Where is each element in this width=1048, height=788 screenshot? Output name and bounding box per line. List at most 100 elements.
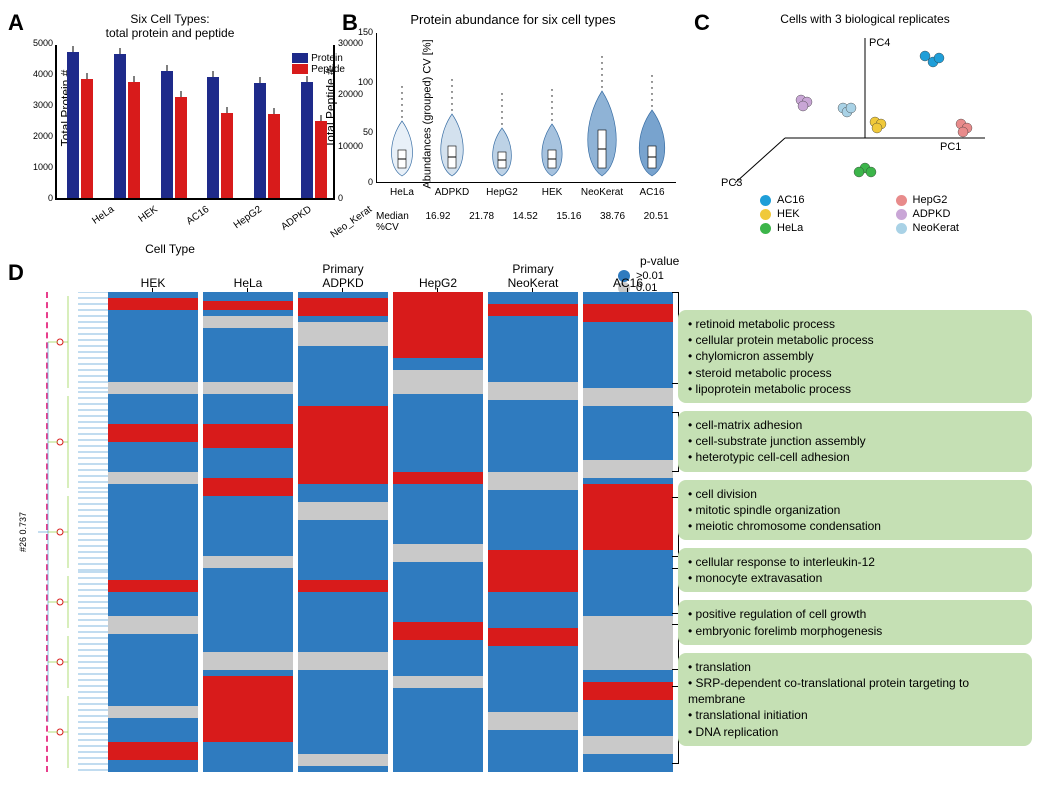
pca-svg: PC1 PC4 PC3 xyxy=(715,28,1015,188)
xlabel: HeLa xyxy=(377,187,427,198)
median-cv-val: 38.76 xyxy=(591,211,635,233)
axis-pc4: PC4 xyxy=(869,37,890,49)
go-term: translation xyxy=(688,659,1022,675)
pval-title: p-value xyxy=(640,254,679,268)
bar-protein xyxy=(207,77,219,198)
bar-protein xyxy=(254,83,266,198)
go-term: SRP-dependent co-translational protein t… xyxy=(688,675,1022,707)
pca-point xyxy=(846,103,856,113)
panel-d: p-value >0.010.01<0.01 #26 0.737 retinoi… xyxy=(8,262,1040,780)
go-term: lipoprotein metabolic process xyxy=(688,381,1022,397)
ytick: 100 xyxy=(351,77,373,87)
bar-peptide xyxy=(81,79,93,198)
go-term: chylomicron assembly xyxy=(688,348,1022,364)
median-cv-val: 15.16 xyxy=(547,211,591,233)
ytick-left: 3000 xyxy=(27,100,53,110)
xlabel: HepG2 xyxy=(232,204,264,231)
legend-item: HeLa xyxy=(760,222,876,234)
go-term-boxes: retinoid metabolic processcellular prote… xyxy=(678,310,1032,746)
bar-protein xyxy=(301,82,313,198)
figure-root: A Six Cell Types: total protein and pept… xyxy=(0,0,1048,788)
panel-a-title-l2: total protein and peptide xyxy=(106,26,235,40)
go-term: meiotic chromosome condensation xyxy=(688,518,1022,534)
violin xyxy=(377,32,427,182)
legend-item: ADPKD xyxy=(896,208,1030,220)
go-box: cell-matrix adhesioncell-substrate junct… xyxy=(678,411,1032,472)
go-term: heterotypic cell-cell adhesion xyxy=(688,449,1022,465)
ytick-left: 5000 xyxy=(27,38,53,48)
bar-peptide xyxy=(175,97,187,198)
go-term: cellular response to interleukin-12 xyxy=(688,554,1022,570)
bar-peptide xyxy=(128,82,140,198)
go-term: DNA replication xyxy=(688,724,1022,740)
panel-b-title: Protein abundance for six cell types xyxy=(348,12,678,27)
violin xyxy=(627,32,677,182)
violin xyxy=(577,32,627,182)
heatmap-column xyxy=(393,292,483,772)
go-term: embryonic forelimb morphogenesis xyxy=(688,623,1022,639)
bar-peptide xyxy=(221,113,233,198)
go-box: translationSRP-dependent co-translationa… xyxy=(678,653,1032,746)
panel-a-chart: Total Protein # Total Peptide # Protein … xyxy=(55,45,335,200)
bar-protein xyxy=(161,71,173,198)
go-term: cell-matrix adhesion xyxy=(688,417,1022,433)
go-term: cellular protein metabolic process xyxy=(688,332,1022,348)
dendro-svg xyxy=(8,292,108,772)
pca-point xyxy=(934,53,944,63)
violin xyxy=(477,32,527,182)
pca-point xyxy=(854,167,864,177)
go-box: positive regulation of cell growthembryo… xyxy=(678,600,1032,644)
median-cv-val: 20.51 xyxy=(634,211,678,233)
pca-point xyxy=(798,101,808,111)
xlabel: HeLa xyxy=(91,204,117,227)
heatmap-column xyxy=(488,292,578,772)
panel-b-chart: Abundances (grouped) CV [%] 050100150HeL… xyxy=(376,33,676,183)
bar-peptide xyxy=(315,121,327,197)
x-label: Cell Type xyxy=(20,242,320,256)
xlabel: HepG2 xyxy=(477,187,527,198)
violin xyxy=(527,32,577,182)
bar-protein xyxy=(114,54,126,198)
pca-point xyxy=(866,167,876,177)
legend-item: HEK xyxy=(760,208,876,220)
median-cv-val: 14.52 xyxy=(503,211,547,233)
ytick-left: 1000 xyxy=(27,162,53,172)
xlabel: AC16 xyxy=(627,187,677,198)
go-term: mitotic spindle organization xyxy=(688,502,1022,518)
pca-point xyxy=(958,127,968,137)
legend-item: AC16 xyxy=(760,194,876,206)
go-term: positive regulation of cell growth xyxy=(688,606,1022,622)
panel-a-title: Six Cell Types: total protein and peptid… xyxy=(20,12,320,41)
xlabel: ADPKD xyxy=(279,204,314,233)
panel-a-legend: Protein Peptide xyxy=(292,53,345,75)
heatmap-column xyxy=(203,292,293,772)
go-term: translational initiation xyxy=(688,707,1022,723)
xlabel: AC16 xyxy=(184,204,211,227)
ytick: 150 xyxy=(351,27,373,37)
heatmap-col-label: AC16 xyxy=(583,276,673,290)
bar-protein xyxy=(67,52,79,198)
panel-a-title-l1: Six Cell Types: xyxy=(130,12,209,26)
ytick-left: 0 xyxy=(27,193,53,203)
panel-a: Six Cell Types: total protein and peptid… xyxy=(20,12,320,242)
axis-pc3: PC3 xyxy=(721,177,742,188)
dendrogram xyxy=(8,292,108,772)
xlabel: HEK xyxy=(527,187,577,198)
go-term: cell division xyxy=(688,486,1022,502)
heatmap-col-label: PrimaryADPKD xyxy=(298,262,388,290)
xlabel: HEK xyxy=(137,204,160,225)
xlabel: NeoKerat xyxy=(577,187,627,198)
legend-peptide: Peptide xyxy=(311,64,345,75)
legend-protein: Protein xyxy=(311,53,343,64)
legend-item: NeoKerat xyxy=(896,222,1030,234)
panel-c-legend: AC16HepG2HEKADPKDHeLaNeoKerat xyxy=(760,194,1030,234)
go-term: steroid metabolic process xyxy=(688,365,1022,381)
ytick-left: 2000 xyxy=(27,131,53,141)
heatmap-col-label: PrimaryNeoKerat xyxy=(488,262,578,290)
panel-c-plot: PC1 PC4 PC3 xyxy=(715,28,1015,188)
ytick: 0 xyxy=(351,177,373,187)
panel-b: Protein abundance for six cell types Abu… xyxy=(348,12,678,252)
median-cv-val: 16.92 xyxy=(416,211,460,233)
go-term: cell-substrate junction assembly xyxy=(688,433,1022,449)
heatmap xyxy=(108,292,668,772)
